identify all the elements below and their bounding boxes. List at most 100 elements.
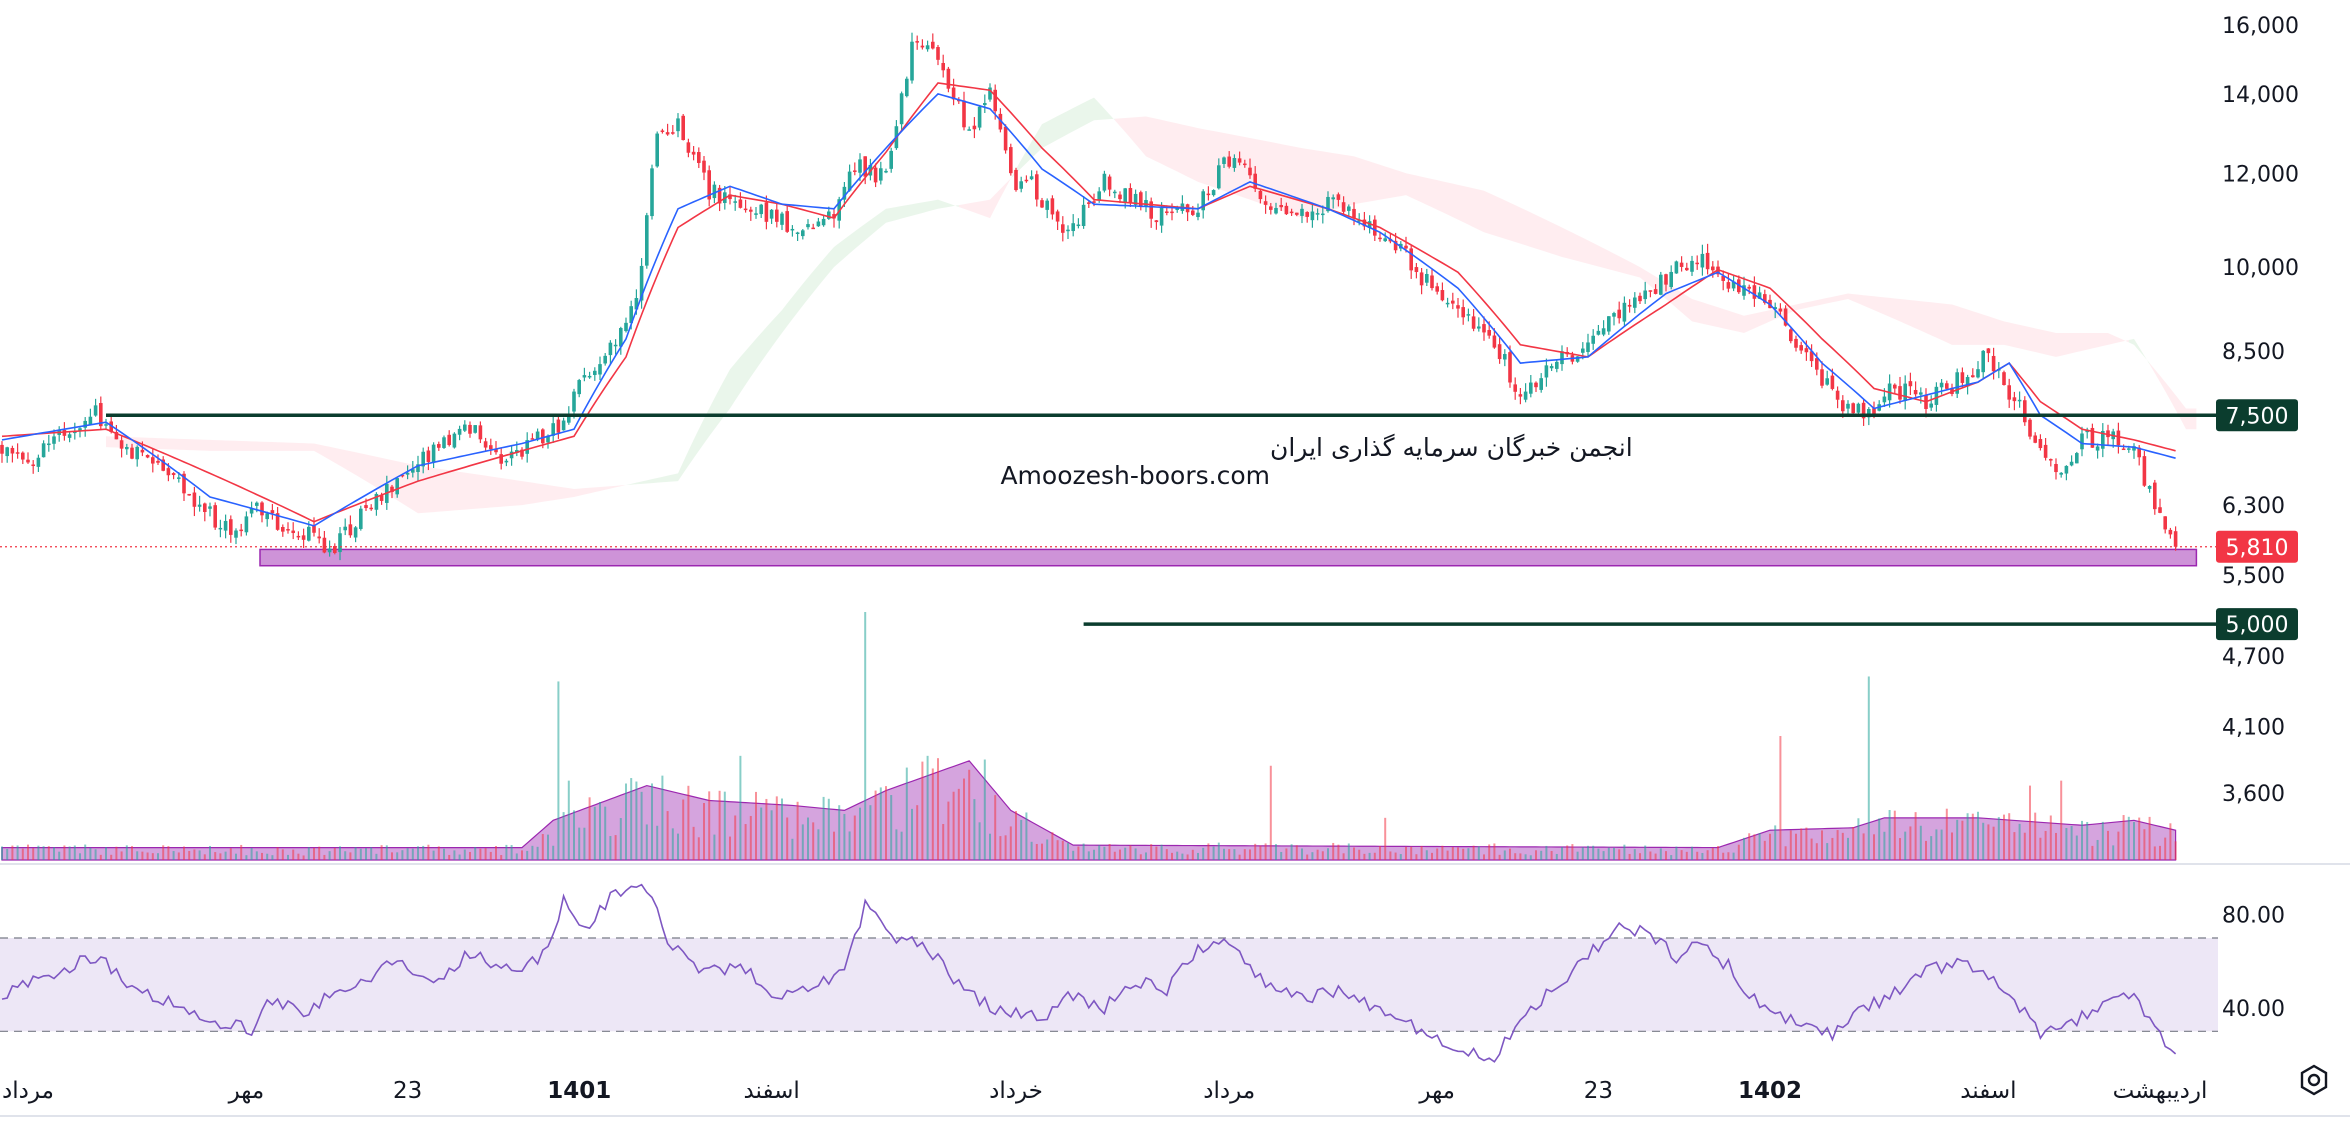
candle-body[interactable] bbox=[1284, 205, 1289, 215]
candle-body[interactable] bbox=[1596, 330, 1601, 335]
candle-body[interactable] bbox=[1809, 351, 1814, 362]
candle-body[interactable] bbox=[1503, 354, 1507, 360]
candle-body[interactable] bbox=[1113, 191, 1117, 194]
candle-body[interactable] bbox=[473, 425, 477, 433]
candle-body[interactable] bbox=[1721, 275, 1725, 281]
candle-body[interactable] bbox=[1300, 208, 1304, 216]
candle-body[interactable] bbox=[821, 218, 826, 226]
candle-body[interactable] bbox=[1191, 210, 1195, 215]
candle-body[interactable] bbox=[1586, 342, 1590, 352]
candle-body[interactable] bbox=[832, 214, 836, 219]
candle-body[interactable] bbox=[712, 184, 717, 199]
candle-body[interactable] bbox=[1497, 344, 1502, 360]
candle-body[interactable] bbox=[915, 41, 919, 43]
candle-body[interactable] bbox=[1763, 294, 1767, 303]
price-axis[interactable]: 16,000 14,000 12,000 10,000 8,500 7,500 6,300 5… bbox=[2222, 14, 2299, 807]
candle-body[interactable] bbox=[463, 424, 467, 431]
candle-body[interactable] bbox=[1846, 403, 1850, 409]
candle-body[interactable] bbox=[775, 209, 779, 222]
candle-body[interactable] bbox=[1128, 187, 1133, 203]
candle-body[interactable] bbox=[1986, 348, 1991, 354]
candle-body[interactable] bbox=[244, 516, 249, 533]
candle-body[interactable] bbox=[1310, 211, 1315, 221]
candle-body[interactable] bbox=[1539, 378, 1543, 390]
candle-body[interactable] bbox=[1081, 204, 1086, 227]
candle-body[interactable] bbox=[650, 168, 654, 217]
candle-body[interactable] bbox=[1097, 191, 1101, 201]
candle-body[interactable] bbox=[1685, 267, 1689, 271]
candle-body[interactable] bbox=[1773, 307, 1777, 310]
horizontal-levels[interactable] bbox=[0, 413, 2218, 626]
candle-body[interactable] bbox=[1778, 308, 1783, 312]
candle-body[interactable] bbox=[801, 230, 805, 237]
candle-body[interactable] bbox=[1440, 290, 1445, 301]
candle-body[interactable] bbox=[1232, 158, 1237, 168]
candle-body[interactable] bbox=[1019, 181, 1023, 189]
candle-body[interactable] bbox=[109, 421, 113, 432]
candle-body[interactable] bbox=[1742, 285, 1746, 296]
candle-body[interactable] bbox=[2090, 427, 2095, 448]
candle-body[interactable] bbox=[1461, 307, 1465, 318]
candle-body[interactable] bbox=[795, 232, 800, 234]
candle-body[interactable] bbox=[1856, 403, 1861, 413]
candle-body[interactable] bbox=[1690, 260, 1694, 272]
candle-body[interactable] bbox=[400, 474, 405, 477]
candle-body[interactable] bbox=[405, 472, 410, 475]
candle-body[interactable] bbox=[1419, 272, 1424, 286]
candle-body[interactable] bbox=[577, 380, 581, 395]
candle-body[interactable] bbox=[504, 460, 509, 463]
candle-body[interactable] bbox=[125, 446, 129, 450]
candle-body[interactable] bbox=[691, 151, 696, 155]
candle-body[interactable] bbox=[645, 215, 649, 266]
candle-body[interactable] bbox=[598, 364, 602, 375]
candle-body[interactable] bbox=[88, 416, 93, 425]
candle-body[interactable] bbox=[260, 502, 264, 516]
candle-body[interactable] bbox=[2173, 531, 2178, 547]
candle-body[interactable] bbox=[99, 403, 103, 427]
candle-body[interactable] bbox=[130, 447, 134, 459]
candle-body[interactable] bbox=[1175, 208, 1179, 210]
candle-body[interactable] bbox=[1289, 211, 1294, 214]
candle-body[interactable] bbox=[1991, 355, 1996, 372]
candle-body[interactable] bbox=[858, 159, 862, 173]
candle-body[interactable] bbox=[1965, 377, 1970, 387]
candle-body[interactable] bbox=[1705, 252, 1710, 270]
candle-body[interactable] bbox=[1518, 394, 1523, 397]
candle-body[interactable] bbox=[93, 405, 98, 416]
candle-body[interactable] bbox=[161, 459, 165, 471]
candle-body[interactable] bbox=[603, 355, 607, 364]
candle-body[interactable] bbox=[2012, 397, 2017, 402]
candle-body[interactable] bbox=[1014, 169, 1018, 191]
candle-body[interactable] bbox=[291, 530, 295, 534]
candle-body[interactable] bbox=[333, 546, 337, 554]
candle-body[interactable] bbox=[1451, 300, 1455, 304]
candle-body[interactable] bbox=[1513, 384, 1517, 392]
candle-body[interactable] bbox=[119, 440, 124, 449]
candle-body[interactable] bbox=[21, 452, 25, 460]
candle-body[interactable] bbox=[1139, 192, 1143, 208]
candle-body[interactable] bbox=[1913, 389, 1918, 395]
candle-body[interactable] bbox=[1919, 392, 1923, 395]
candle-body[interactable] bbox=[140, 449, 145, 453]
candle-body[interactable] bbox=[10, 447, 15, 454]
candle-body[interactable] bbox=[1529, 382, 1533, 394]
candle-body[interactable] bbox=[816, 221, 821, 227]
candle-body[interactable] bbox=[925, 45, 930, 50]
candle-body[interactable] bbox=[842, 186, 847, 200]
candle-body[interactable] bbox=[2168, 529, 2173, 535]
candle-body[interactable] bbox=[1409, 248, 1413, 271]
candle-body[interactable] bbox=[2033, 435, 2037, 443]
candle-body[interactable] bbox=[608, 342, 613, 356]
candle-body[interactable] bbox=[1835, 390, 1840, 400]
candle-body[interactable] bbox=[1664, 274, 1668, 285]
candle-body[interactable] bbox=[764, 202, 769, 222]
candle-body[interactable] bbox=[743, 208, 748, 211]
candle-body[interactable] bbox=[1341, 202, 1346, 212]
candle-body[interactable] bbox=[489, 445, 493, 450]
candle-body[interactable] bbox=[2023, 400, 2027, 423]
candle-body[interactable] bbox=[1217, 165, 1221, 189]
candle-body[interactable] bbox=[1971, 375, 1975, 378]
candle-body[interactable] bbox=[348, 524, 353, 536]
candle-body[interactable] bbox=[2095, 446, 2100, 451]
